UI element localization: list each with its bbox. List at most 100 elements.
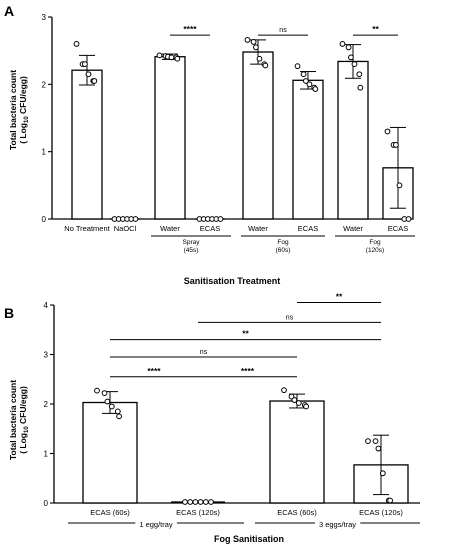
y-tick-label: 1 [42,148,47,157]
bar [292,79,324,220]
y-tick-label: 1 [44,450,49,459]
data-point [91,78,98,84]
chart-b: 0 1 2 3 4 ECAS (60s) ECAS (120s) ECAS (60s) ECAS… [44,292,420,530]
data-point [114,408,121,415]
x-tick-label: Water [248,224,268,233]
panel-b-letter: B [4,305,14,321]
y-tick-label: 0 [44,499,49,508]
data-point [182,499,188,505]
group-label: Spray [183,239,201,246]
data-point [202,499,209,505]
data-point [303,403,310,410]
group-sublabel: (60s) [276,247,291,254]
data-point [108,403,115,410]
significance-label: ns [279,27,287,34]
y-tick-label: 2 [44,400,49,409]
svg-text:Total bacteria count: Total bacteria count [8,70,18,150]
x-tick-label: ECAS [200,224,220,233]
chart-a: 0 1 2 3 No Treatment NaOCl Water ECAS Water ECAS W… [42,13,415,254]
data-point [262,62,269,69]
bar [242,51,274,220]
data-point [295,400,302,406]
data-point [168,54,175,61]
x-tick-label: ECAS [298,224,318,233]
data-point [357,84,364,91]
x-tick-label: ECAS (60s) [90,508,130,517]
panel-b-xlabel: Fog Sanitisation [214,534,284,544]
group-label-background [314,519,361,530]
y-tick-label: 4 [44,301,49,310]
panel-a-ylabel: Total bacteria count ( Log10 CFU/egg) [8,70,30,150]
group-label: Fog [277,239,289,246]
group-label: Fog [369,239,381,246]
data-point [94,387,100,394]
bar [82,401,138,504]
significance-label: ns [200,349,208,356]
svg-text:( Log10 CFU/egg): ( Log10 CFU/egg) [18,76,30,144]
significance-label: ** [242,329,249,339]
data-point [256,55,263,62]
data-point [85,71,92,78]
data-point [387,497,394,504]
data-point [101,390,108,397]
significance-label: **** [147,366,161,376]
bar [154,56,186,220]
bar [269,400,325,504]
panel-a-xlabel: Sanitisation Treatment [184,276,281,286]
data-point [300,71,307,78]
data-point [379,470,386,477]
x-tick-label: NaOCl [114,224,137,233]
y-tick-label: 0 [42,215,47,224]
significance-label: ** [336,292,343,302]
data-point [372,438,379,445]
svg-text:Total bacteria count: Total bacteria count [8,380,18,460]
group-sublabel: (45s) [184,247,199,254]
data-point [197,499,204,505]
data-point [244,36,251,43]
significance-label: ** [372,24,379,34]
data-point [291,397,298,403]
data-point [303,78,309,84]
x-tick-label: Water [160,224,180,233]
data-point [250,39,257,45]
significance-label: ns [286,314,294,321]
group-sublabel: (120s) [366,247,384,254]
panel-a-letter: A [4,3,14,19]
data-point [356,71,363,78]
bar [71,69,103,220]
data-point [312,86,319,92]
significance-label: **** [241,366,255,376]
x-tick-label: ECAS [388,224,408,233]
data-point [187,499,194,505]
data-point [384,128,391,135]
data-point [306,81,313,88]
data-point [82,61,88,68]
data-point [73,41,80,47]
data-point [294,63,301,70]
x-tick-label: ECAS (120s) [359,508,403,517]
svg-text:( Log10 CFU/egg): ( Log10 CFU/egg) [18,386,30,454]
data-point [253,44,259,51]
data-point [365,438,371,445]
data-point [208,499,214,505]
x-tick-label: ECAS (60s) [277,508,317,517]
x-tick-label: Water [343,224,363,233]
data-point [396,182,403,189]
significance-label: **** [183,24,197,34]
data-point [217,216,224,222]
data-point [281,387,287,394]
data-point [351,61,358,68]
data-point [174,55,181,62]
data-point [192,499,199,505]
data-point [104,398,111,405]
group-label-background [135,519,177,530]
data-point [393,142,399,148]
group-label: 1 egg/tray [139,520,173,529]
data-point [348,54,354,61]
y-tick-label: 3 [42,13,47,22]
data-point [116,413,122,420]
data-point [132,216,139,222]
data-point [345,44,352,51]
x-tick-label: No Treatment [64,224,110,233]
